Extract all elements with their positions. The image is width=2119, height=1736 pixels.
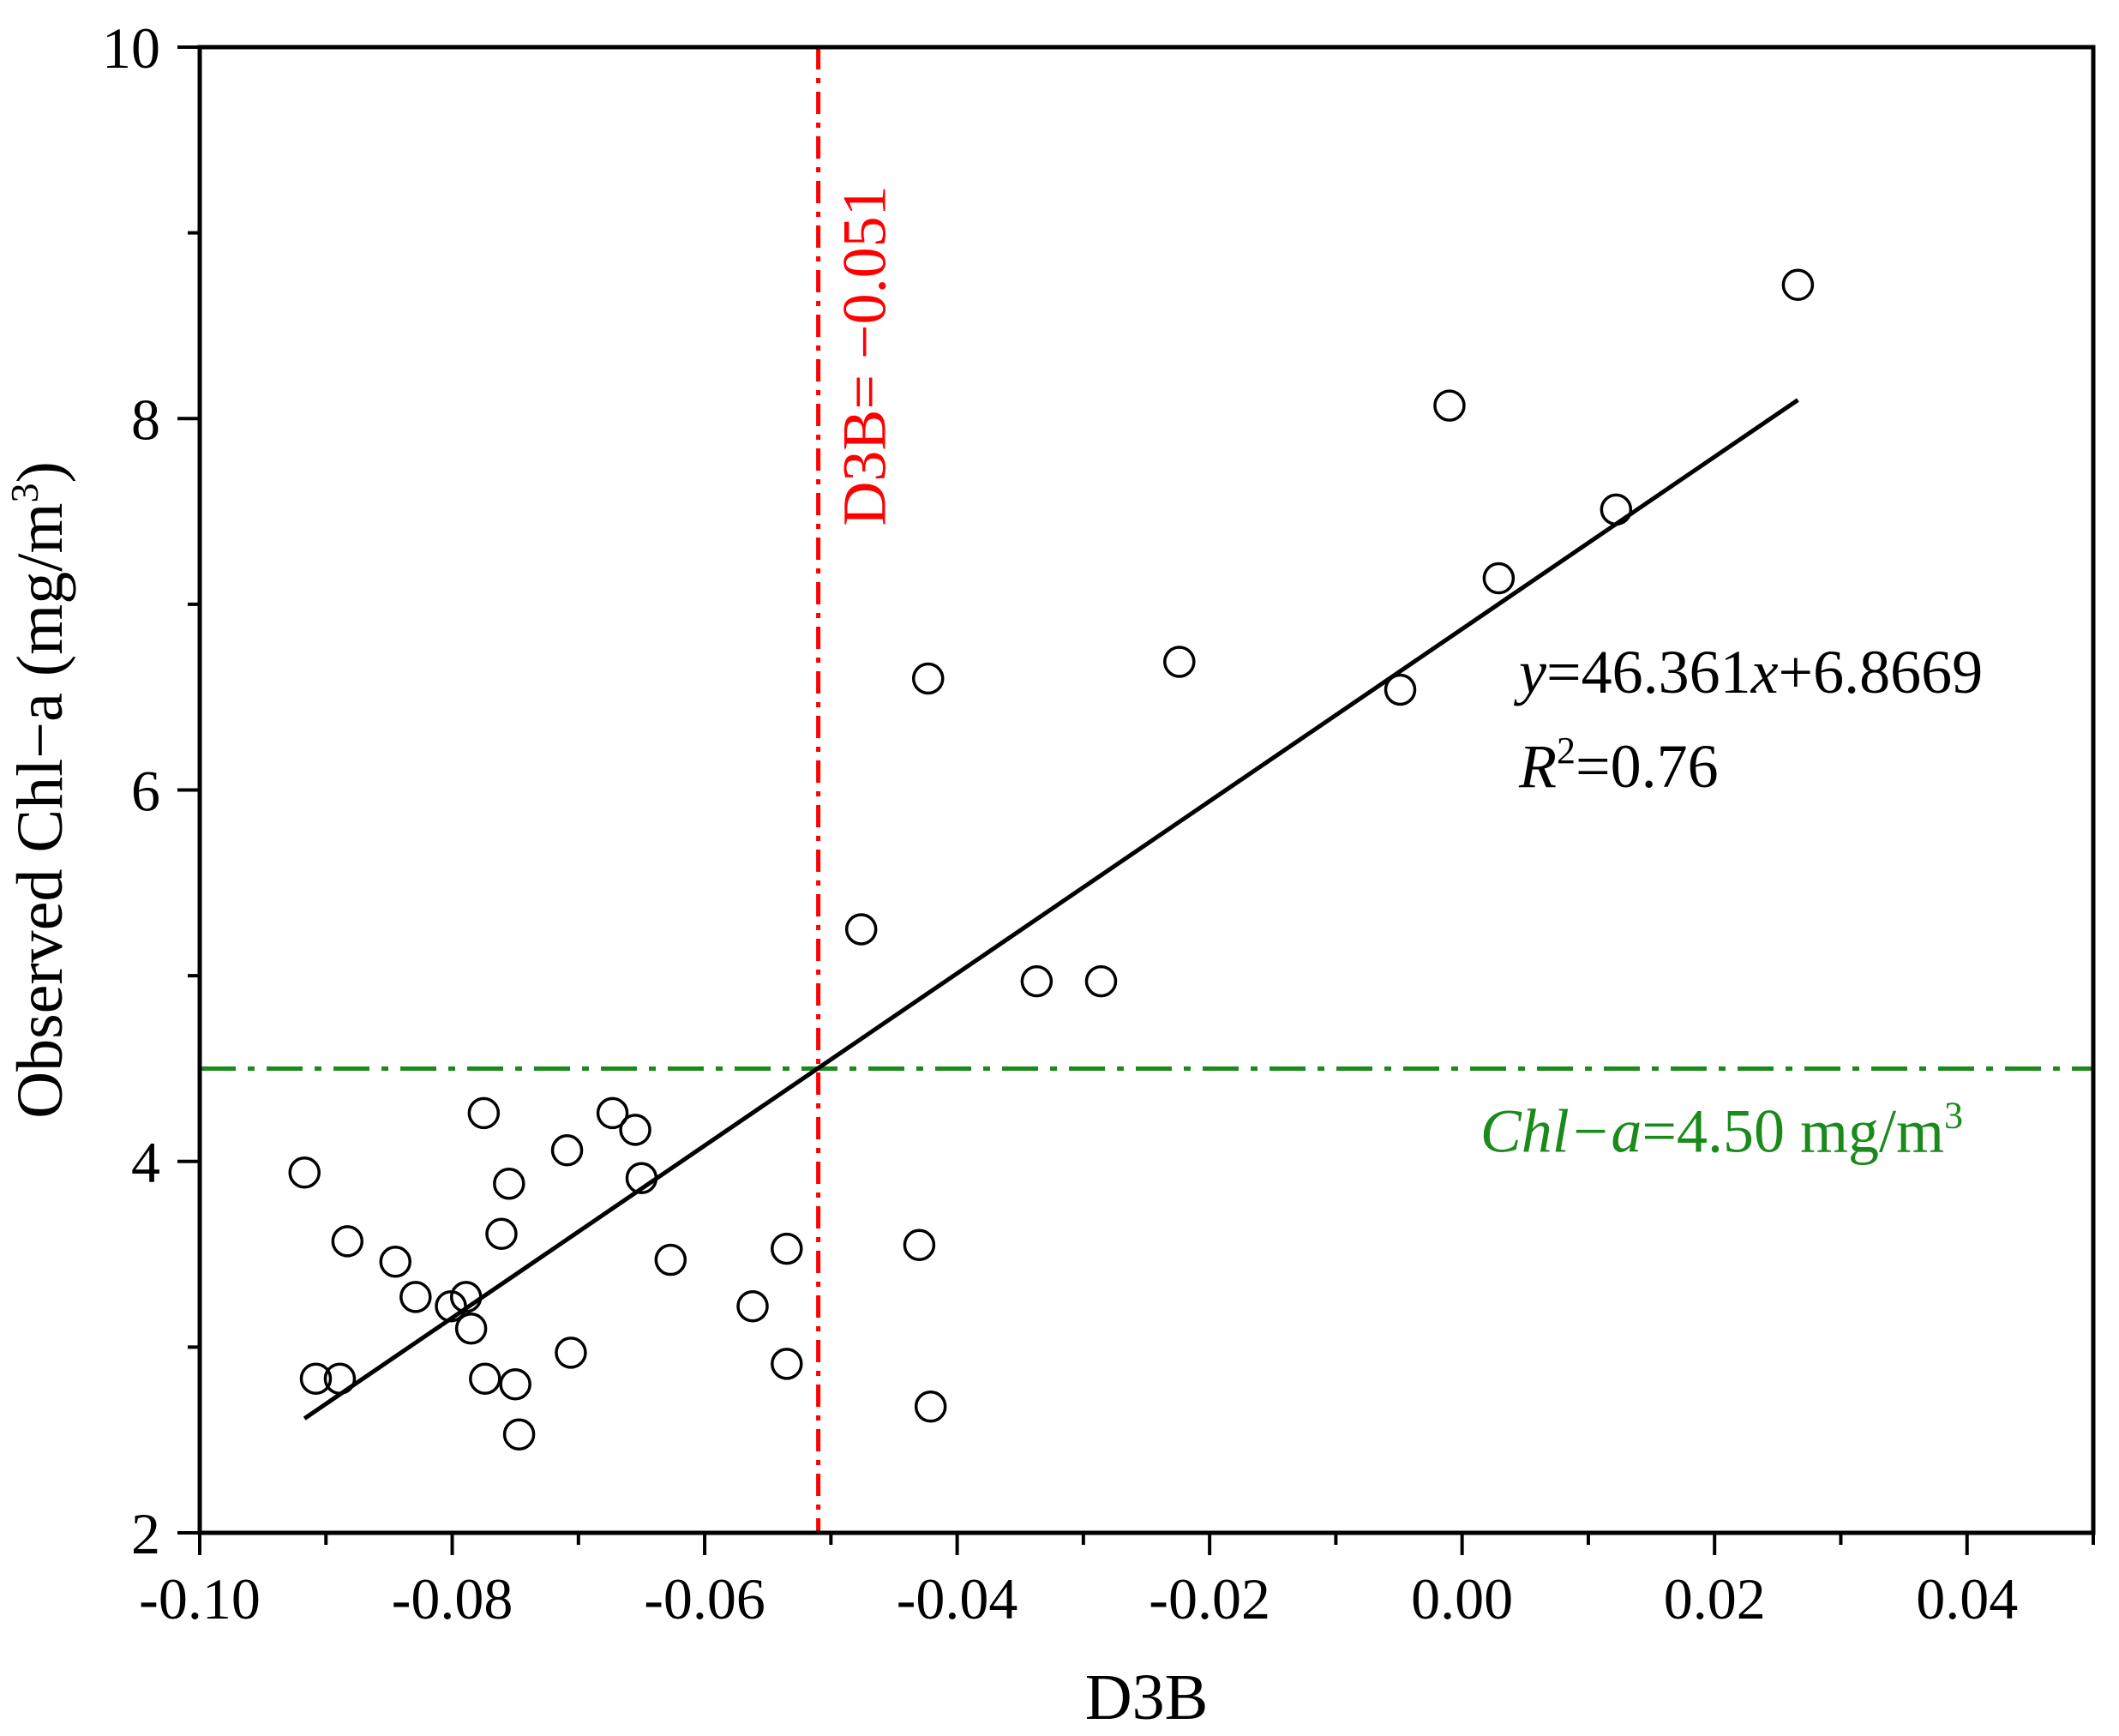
y-tick-label: 8 bbox=[131, 387, 160, 452]
hline-annotation-italic: Chl−a bbox=[1480, 1096, 1642, 1165]
regression-line bbox=[303, 398, 1799, 1421]
plot-frame bbox=[197, 45, 2096, 1535]
vline-annotation: D3B= −0.051 bbox=[831, 185, 899, 526]
hline-annotation-superscript: 3 bbox=[1944, 1094, 1963, 1136]
r-squared-r: R bbox=[1518, 732, 1557, 801]
data-point bbox=[469, 1362, 501, 1395]
data-point bbox=[502, 1418, 536, 1451]
reference-lines bbox=[200, 47, 2093, 1533]
regression-layer bbox=[303, 398, 1799, 1421]
data-point bbox=[454, 1312, 488, 1345]
data-point bbox=[1020, 964, 1053, 998]
data-point bbox=[499, 1367, 531, 1401]
hline-annotation-value: =4.50 mg/m bbox=[1642, 1096, 1944, 1165]
x-tick-label: 0.02 bbox=[1664, 1566, 1766, 1631]
data-point bbox=[771, 1232, 803, 1265]
x-tick-label: -0.02 bbox=[1149, 1566, 1270, 1631]
data-point bbox=[550, 1134, 584, 1167]
r-squared-value: =0.76 bbox=[1576, 732, 1719, 801]
data-point bbox=[911, 662, 945, 695]
r-squared-superscript: 2 bbox=[1557, 730, 1576, 772]
hline-annotation: Chl−a=4.50 mg/m3 bbox=[1480, 1094, 1963, 1165]
data-point bbox=[288, 1156, 321, 1189]
data-point bbox=[1600, 493, 1633, 526]
axis-ticks: -0.10 -0.08 -0.06 -0.04 -0.02 0.00 0.02 0.04 2 4 6… bbox=[102, 15, 2095, 1631]
data-point bbox=[299, 1362, 333, 1395]
data-point bbox=[331, 1225, 364, 1258]
data-point bbox=[1384, 673, 1417, 706]
equation-intercept: +6.8669 bbox=[1779, 638, 1984, 706]
data-point bbox=[399, 1281, 432, 1313]
data-point bbox=[619, 1114, 651, 1146]
equation-x: x bbox=[1750, 638, 1779, 706]
data-point bbox=[379, 1245, 412, 1278]
x-tick-label: -0.08 bbox=[392, 1566, 513, 1631]
data-point bbox=[323, 1362, 357, 1395]
x-tick-label: -0.04 bbox=[897, 1566, 1018, 1631]
y-tick-label: 6 bbox=[131, 759, 160, 824]
regression-equation: y=46.361x+6.8669 bbox=[1513, 638, 1983, 706]
equation-y: y bbox=[1513, 638, 1546, 706]
x-axis-label: D3B bbox=[1085, 1661, 1209, 1733]
data-point bbox=[1482, 562, 1516, 595]
y-axis-label-main: Observed Chl−a (mg/m bbox=[4, 503, 76, 1119]
data-point bbox=[555, 1337, 587, 1369]
data-point bbox=[1163, 646, 1196, 678]
data-point bbox=[903, 1228, 936, 1261]
x-tick-label: 0.04 bbox=[1916, 1566, 2018, 1631]
r-squared-label: R2=0.76 bbox=[1518, 730, 1719, 801]
data-point bbox=[736, 1289, 769, 1323]
y-tick-label: 2 bbox=[131, 1501, 160, 1566]
data-point bbox=[493, 1167, 525, 1200]
x-tick-label: -0.10 bbox=[139, 1566, 261, 1631]
data-point bbox=[1781, 268, 1815, 302]
data-point bbox=[771, 1348, 803, 1380]
x-tick-label: 0.00 bbox=[1411, 1566, 1513, 1631]
y-axis-label-superscript: 3 bbox=[3, 484, 46, 503]
data-point bbox=[625, 1162, 658, 1194]
y-tick-label: 10 bbox=[102, 15, 160, 81]
data-point bbox=[914, 1390, 947, 1423]
y-axis-label-close: ) bbox=[4, 461, 76, 483]
data-point bbox=[1084, 964, 1118, 998]
data-point bbox=[449, 1281, 483, 1313]
y-axis-label: Observed Chl−a (mg/m3) bbox=[3, 461, 76, 1119]
equation-slope: =46.361 bbox=[1546, 638, 1751, 706]
data-point bbox=[844, 913, 878, 946]
data-point bbox=[654, 1243, 687, 1276]
data-point bbox=[1433, 389, 1466, 422]
data-point bbox=[596, 1096, 629, 1130]
data-point bbox=[485, 1217, 518, 1250]
data-points bbox=[288, 268, 1815, 1451]
x-tick-label: -0.06 bbox=[644, 1566, 765, 1631]
data-point bbox=[467, 1096, 501, 1130]
y-tick-label: 4 bbox=[131, 1130, 160, 1195]
